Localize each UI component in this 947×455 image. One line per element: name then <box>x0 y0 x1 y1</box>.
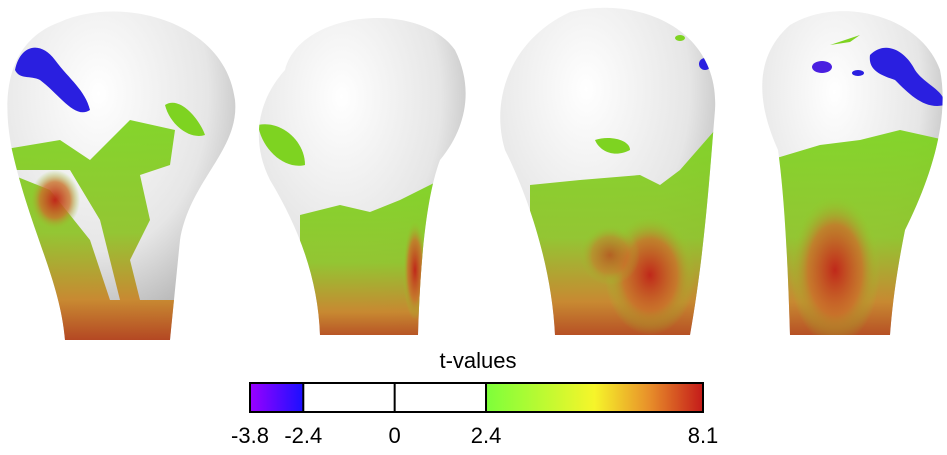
colorbar-tick-label: 0 <box>389 423 401 448</box>
bone-view-3 <box>500 8 715 345</box>
colorbar: t-values -3.8 -2.4 0 2.4 8.1 <box>231 348 718 448</box>
colorbar-tick-label: 8.1 <box>688 423 719 448</box>
bone-view-4 <box>762 11 945 345</box>
figure: t-values -3.8 -2.4 0 2.4 8.1 <box>0 0 947 450</box>
bone-view-2 <box>258 18 466 345</box>
colorbar-bar <box>250 383 703 412</box>
bone-view-1 <box>0 12 235 345</box>
colorbar-tick-label: 2.4 <box>471 423 502 448</box>
colorbar-title: t-values <box>439 348 516 373</box>
colorbar-tick-label: -3.8 <box>231 423 269 448</box>
colorbar-tick-label: -2.4 <box>284 423 322 448</box>
